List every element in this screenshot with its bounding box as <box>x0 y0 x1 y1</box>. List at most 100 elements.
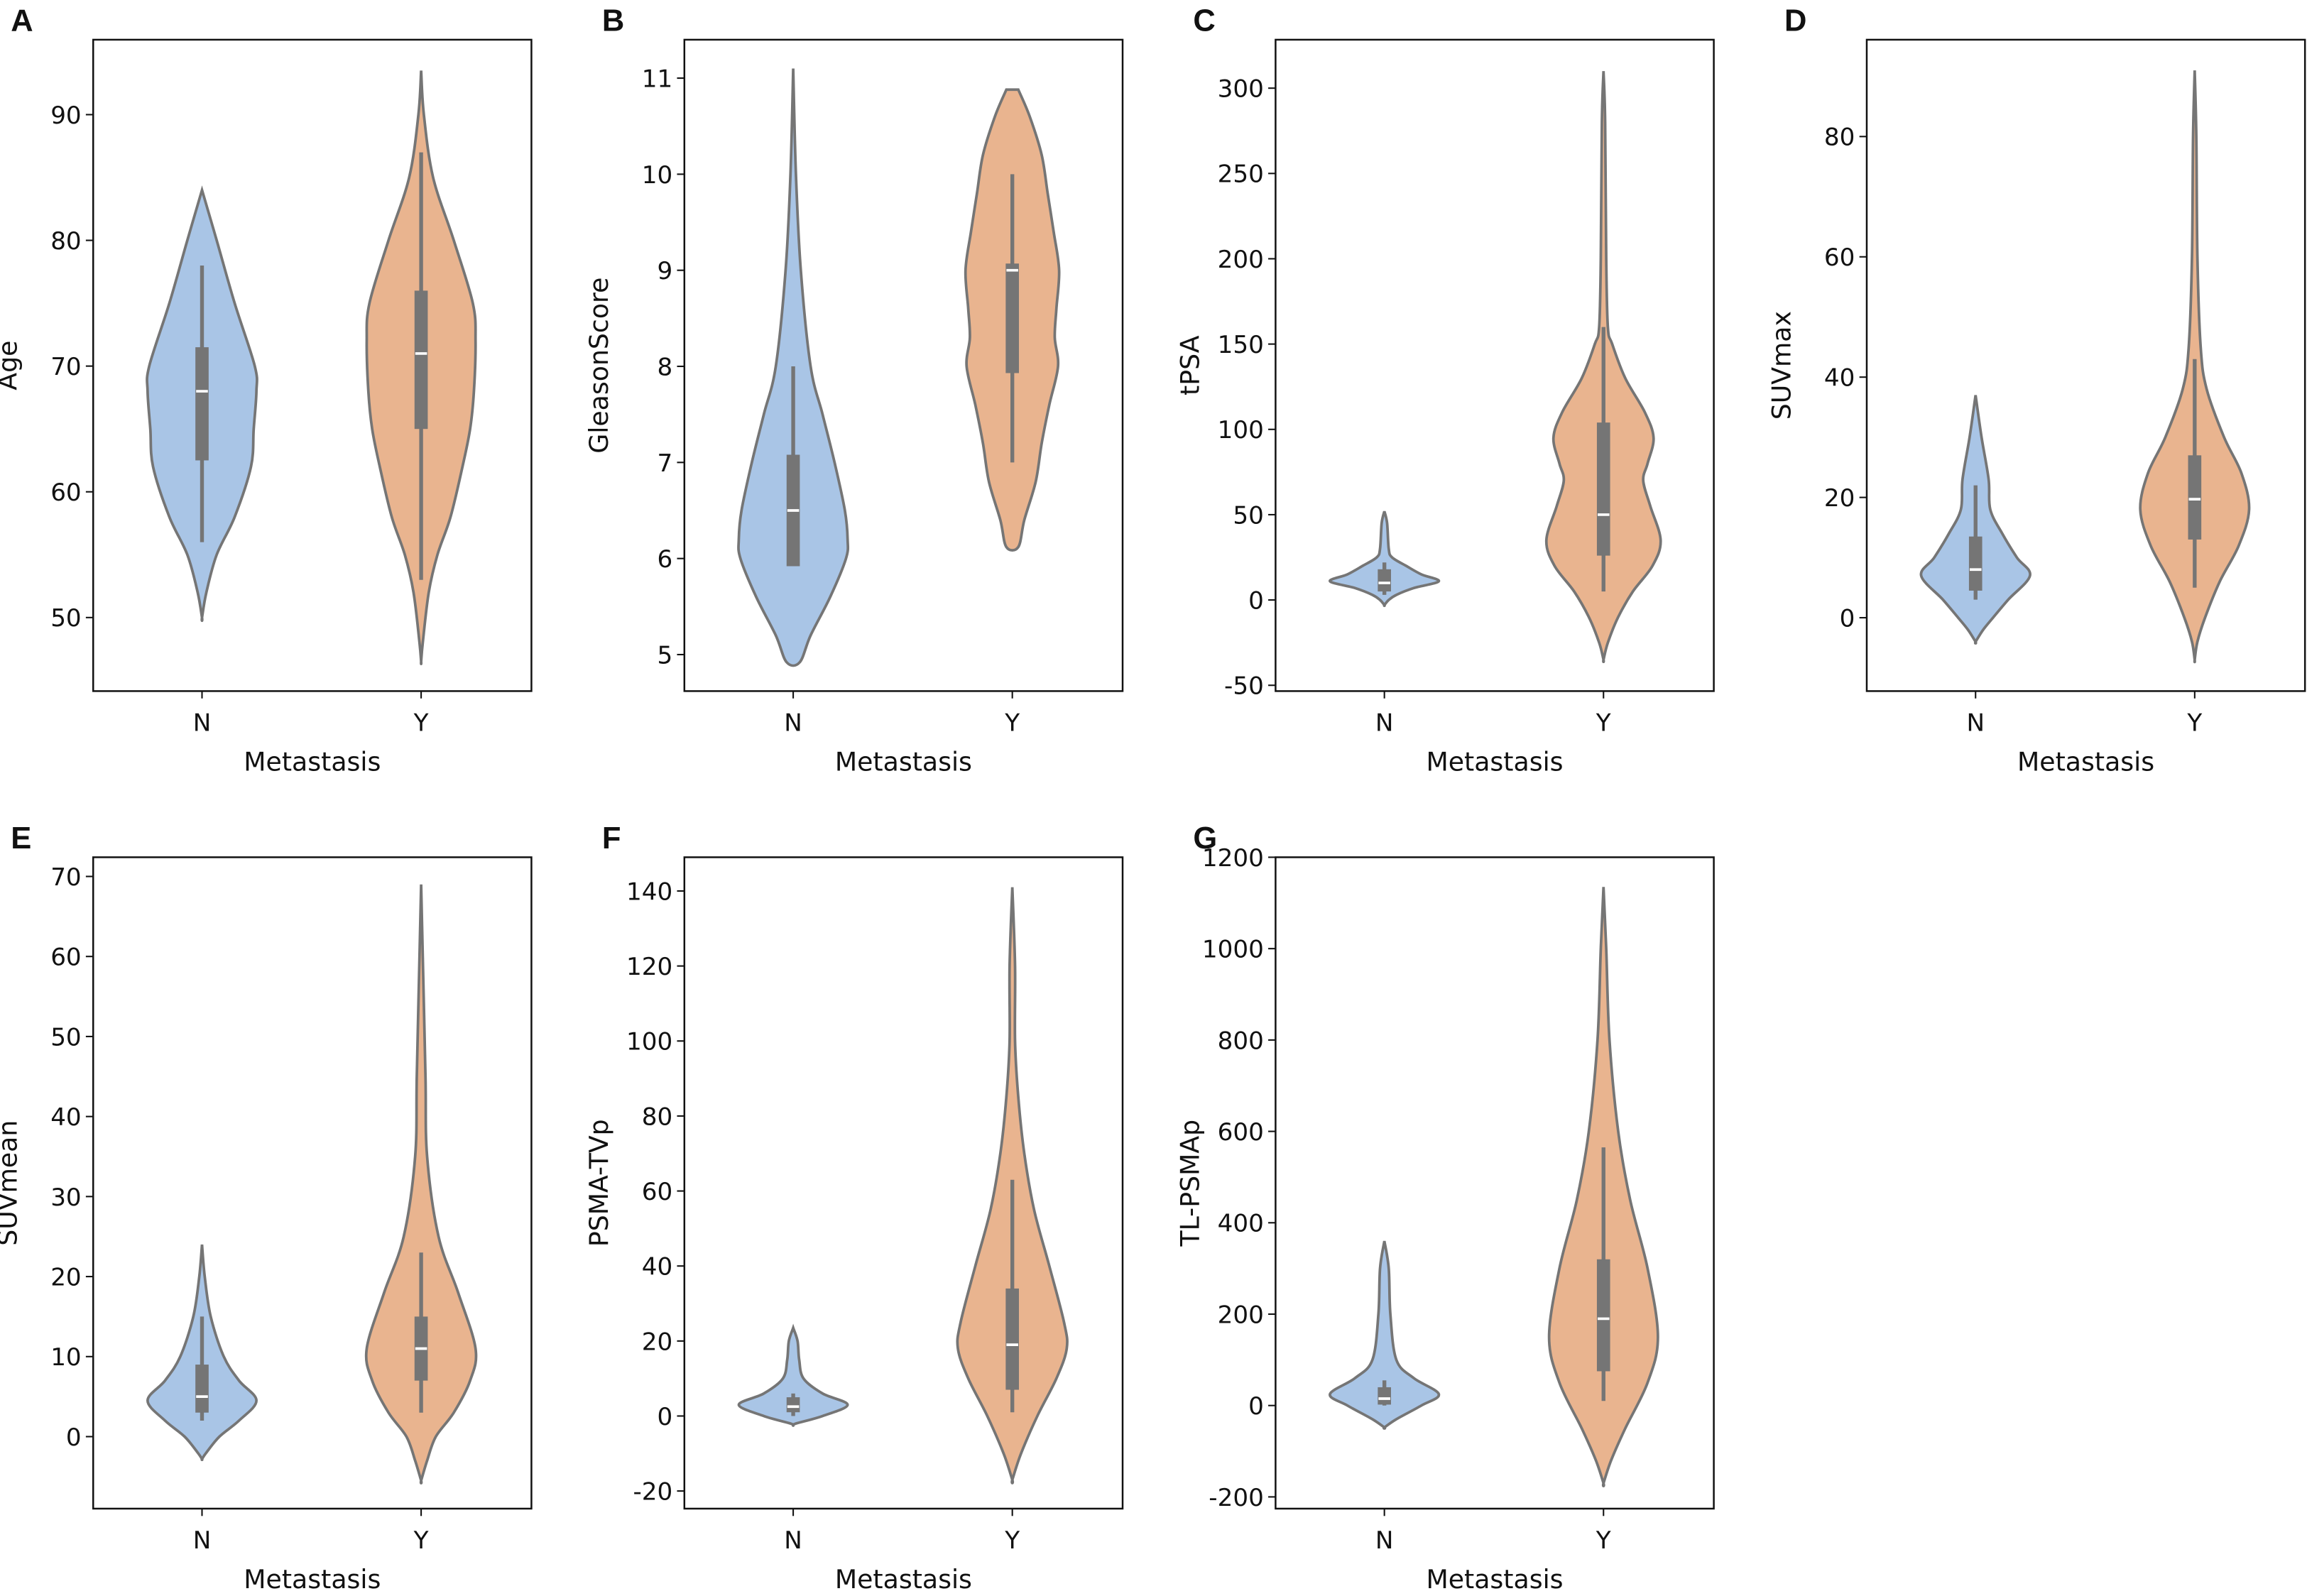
panel-b: B 5 6 7 8 9 10 11 N Y Metastasis GleasonScore <box>584 4 1124 777</box>
y-tick-label: 600 <box>1218 1118 1264 1147</box>
y-tick-label: 10 <box>50 1343 81 1372</box>
iqr-box-y <box>1005 1288 1019 1390</box>
x-tick-label-n: N <box>1375 709 1394 737</box>
x-tick-label-y: Y <box>1596 709 1611 737</box>
y-tick-label: 70 <box>50 353 81 381</box>
y-axis-label: Age <box>0 341 23 390</box>
y-tick-label: 0 <box>1248 587 1264 616</box>
panel-letter: A <box>11 4 33 38</box>
x-axis-label: Metastasis <box>244 1564 381 1592</box>
y-tick-label: 80 <box>50 227 81 256</box>
panel-f: F -20 0 20 40 60 80 100 120 140 N Y Metastasis PSMA-T… <box>584 821 1124 1595</box>
y-tick-label: 7 <box>658 449 673 478</box>
x-axis-label: Metastasis <box>835 1564 972 1592</box>
panel-g: G -200 0 200 400 600 800 1000 1200 N Y Metastasis TL… <box>1175 821 1715 1595</box>
y-tick-label: 90 <box>50 102 81 130</box>
x-axis-label: Metastasis <box>1426 1564 1563 1592</box>
y-tick-label: 400 <box>1218 1210 1264 1238</box>
axes-frame <box>1275 38 1715 692</box>
violin-n <box>1329 1240 1441 1430</box>
y-tick-label: 0 <box>66 1423 82 1452</box>
y-tick-label: 0 <box>658 1403 673 1431</box>
panel-letter: G <box>1193 821 1217 856</box>
y-axis-label: tPSA <box>1175 335 1206 395</box>
y-tick-label: 80 <box>642 1103 672 1131</box>
y-tick-label: 40 <box>1824 364 1855 393</box>
y-tick-label: -20 <box>633 1478 672 1507</box>
x-tick-label-y: Y <box>1596 1526 1611 1555</box>
y-tick-label: 60 <box>642 1178 672 1206</box>
y-tick-label: 5 <box>658 641 673 669</box>
y-tick-label: 120 <box>626 953 672 981</box>
y-tick-label: 9 <box>658 257 673 285</box>
y-axis-label: TL-PSMAp <box>1175 1120 1206 1247</box>
y-tick-label: 10 <box>642 161 672 190</box>
iqr-box-y <box>1596 1259 1610 1372</box>
y-tick-label: 300 <box>1218 75 1264 104</box>
y-tick-label: 100 <box>626 1028 672 1056</box>
panel-letter: B <box>602 4 624 38</box>
iqr-box-y <box>1005 263 1019 373</box>
y-axis-label: SUVmean <box>0 1120 23 1246</box>
iqr-box-y <box>1596 422 1610 556</box>
y-tick-label: 60 <box>1824 244 1855 272</box>
axes-frame <box>1865 38 2306 692</box>
x-axis-label: Metastasis <box>1426 746 1563 777</box>
y-tick-label: 200 <box>1218 246 1264 274</box>
y-tick-label: 100 <box>1218 416 1264 444</box>
y-tick-label: 50 <box>50 604 81 633</box>
y-tick-label: 20 <box>1824 484 1855 513</box>
y-tick-label: 60 <box>50 944 81 972</box>
panel-d: D 0 20 40 60 80 N Y Metastasis SUVmax <box>1766 4 2306 777</box>
axes-frame <box>683 856 1124 1510</box>
iqr-box-y <box>414 290 428 430</box>
violin-n <box>1329 510 1441 608</box>
y-tick-label: 8 <box>658 353 673 381</box>
y-tick-label: 20 <box>50 1264 81 1292</box>
y-tick-label: 20 <box>642 1328 672 1356</box>
y-tick-label: 800 <box>1218 1027 1264 1055</box>
y-tick-label: 50 <box>1233 501 1263 530</box>
y-axis-label: PSMA-TVp <box>584 1119 614 1247</box>
panel-letter: D <box>1784 4 1806 38</box>
axes-frame <box>1275 856 1715 1510</box>
x-tick-label-y: Y <box>413 1526 429 1555</box>
y-tick-label: -200 <box>1209 1484 1264 1512</box>
x-tick-label-n: N <box>193 709 212 737</box>
iqr-box-n <box>1968 536 1983 591</box>
y-tick-label: 60 <box>50 479 81 507</box>
x-tick-label-n: N <box>1966 709 1985 737</box>
y-axis-label: GleasonScore <box>584 278 614 454</box>
y-tick-label: 6 <box>658 545 673 574</box>
x-tick-label-y: Y <box>2186 709 2202 737</box>
violin-n <box>737 1323 849 1427</box>
y-tick-label: 250 <box>1218 160 1264 189</box>
iqr-box-n <box>786 1397 800 1413</box>
axes-frame <box>92 856 533 1510</box>
x-tick-label-n: N <box>193 1526 212 1555</box>
y-tick-label: 0 <box>1248 1392 1264 1421</box>
panel-letter: F <box>602 821 621 856</box>
iqr-box-n <box>195 1365 209 1413</box>
y-tick-label: 0 <box>1840 604 1855 633</box>
violin-y <box>364 884 478 1485</box>
y-tick-label: 40 <box>642 1253 672 1281</box>
panel-e: E 0 10 20 30 40 50 60 70 N Y Metastasis SUVmean <box>0 821 533 1595</box>
y-tick-label: 70 <box>50 863 81 892</box>
iqr-box-n <box>1378 569 1391 592</box>
y-tick-label: -50 <box>1224 672 1264 701</box>
y-tick-label: 140 <box>626 878 672 906</box>
y-tick-label: 200 <box>1218 1301 1264 1329</box>
iqr-box-n <box>1378 1387 1391 1405</box>
x-tick-label-y: Y <box>1004 1526 1020 1555</box>
y-tick-label: 1200 <box>1202 844 1264 873</box>
y-tick-label: 1000 <box>1202 936 1264 964</box>
y-tick-label: 150 <box>1218 331 1264 359</box>
axes-frame <box>683 38 1124 692</box>
y-tick-label: 80 <box>1824 124 1855 152</box>
x-tick-label-n: N <box>1375 1526 1394 1555</box>
panel-c: C -50 0 50 100 150 200 250 300 N Y Metastasis tPSA <box>1175 4 1715 777</box>
panel-a: A 50 60 70 80 90 N Y Metastasis Age <box>0 4 533 777</box>
x-axis-label: Metastasis <box>2017 746 2154 777</box>
